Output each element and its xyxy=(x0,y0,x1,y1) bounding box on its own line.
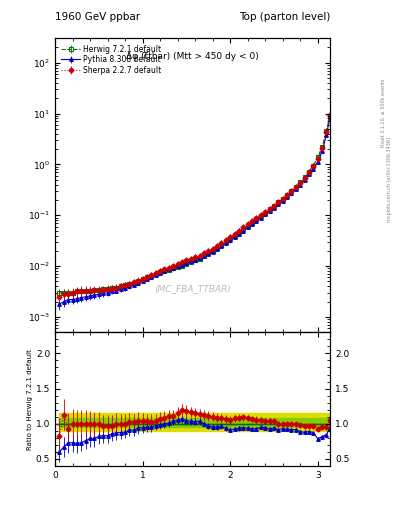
Text: 1960 GeV ppbar: 1960 GeV ppbar xyxy=(55,11,140,22)
Text: Rivet 3.1.10, ≥ 500k events: Rivet 3.1.10, ≥ 500k events xyxy=(381,78,386,147)
Legend: Herwig 7.2.1 default, Pythia 8.308 default, Sherpa 2.2.7 default: Herwig 7.2.1 default, Pythia 8.308 defau… xyxy=(59,42,164,77)
Text: (MC_FBA_TTBAR): (MC_FBA_TTBAR) xyxy=(154,284,231,293)
Text: Δφ (t̅tbar) (Mtt > 450 dy < 0): Δφ (t̅tbar) (Mtt > 450 dy < 0) xyxy=(126,52,259,60)
Text: mcplots.cern.ch [arXiv:1306.3436]: mcplots.cern.ch [arXiv:1306.3436] xyxy=(387,137,391,222)
Y-axis label: Ratio to Herwig 7.2.1 default: Ratio to Herwig 7.2.1 default xyxy=(27,349,33,450)
Text: Top (parton level): Top (parton level) xyxy=(239,11,330,22)
